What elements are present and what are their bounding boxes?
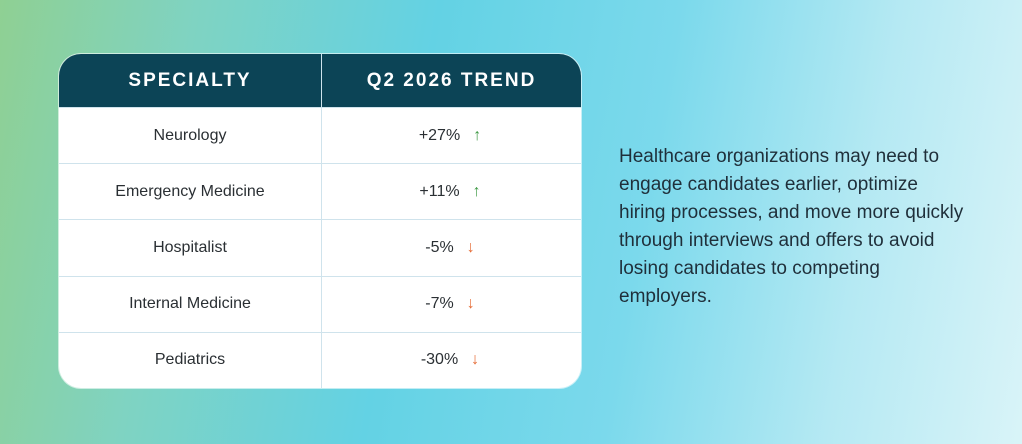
trend-value: +27%	[418, 126, 461, 144]
table-header-row: SPECIALTY Q2 2026 TREND	[59, 54, 581, 108]
trend-cell: +27% ↑	[321, 106, 581, 164]
trend-cell: -7% ↓	[321, 275, 581, 333]
arrow-down-icon: ↓	[466, 295, 475, 313]
table-row: Pediatrics -30% ↓	[59, 331, 581, 388]
trend-cell: +11% ↑	[321, 163, 581, 220]
trend-cell: -5% ↓	[321, 219, 581, 277]
trend-value: -5%	[425, 238, 454, 256]
arrow-down-icon: ↓	[471, 351, 480, 369]
trend-value: +11%	[419, 182, 460, 200]
trend-table-card: SPECIALTY Q2 2026 TREND Neurology +27% ↑…	[59, 54, 581, 388]
specialty-cell: Internal Medicine	[59, 275, 322, 333]
arrow-up-icon: ↑	[472, 182, 481, 200]
column-header-trend: Q2 2026 TREND	[321, 54, 581, 108]
specialty-cell: Hospitalist	[59, 219, 322, 277]
table-row: Internal Medicine -7% ↓	[59, 275, 581, 333]
table-row: Emergency Medicine +11% ↑	[59, 163, 581, 220]
trend-cell: -30% ↓	[321, 331, 581, 388]
trend-value: -7%	[425, 295, 454, 313]
arrow-up-icon: ↑	[473, 126, 482, 144]
specialty-cell: Neurology	[59, 106, 322, 164]
specialty-cell: Pediatrics	[59, 331, 322, 388]
description-text: Healthcare organizations may need to eng…	[619, 146, 964, 307]
table-row: Hospitalist -5% ↓	[59, 219, 581, 277]
arrow-down-icon: ↓	[466, 238, 475, 256]
trend-value: -30%	[420, 351, 459, 369]
specialty-cell: Emergency Medicine	[59, 163, 322, 220]
trend-table: SPECIALTY Q2 2026 TREND Neurology +27% ↑…	[59, 54, 581, 388]
column-header-specialty: SPECIALTY	[59, 54, 322, 108]
table-row: Neurology +27% ↑	[59, 106, 581, 164]
